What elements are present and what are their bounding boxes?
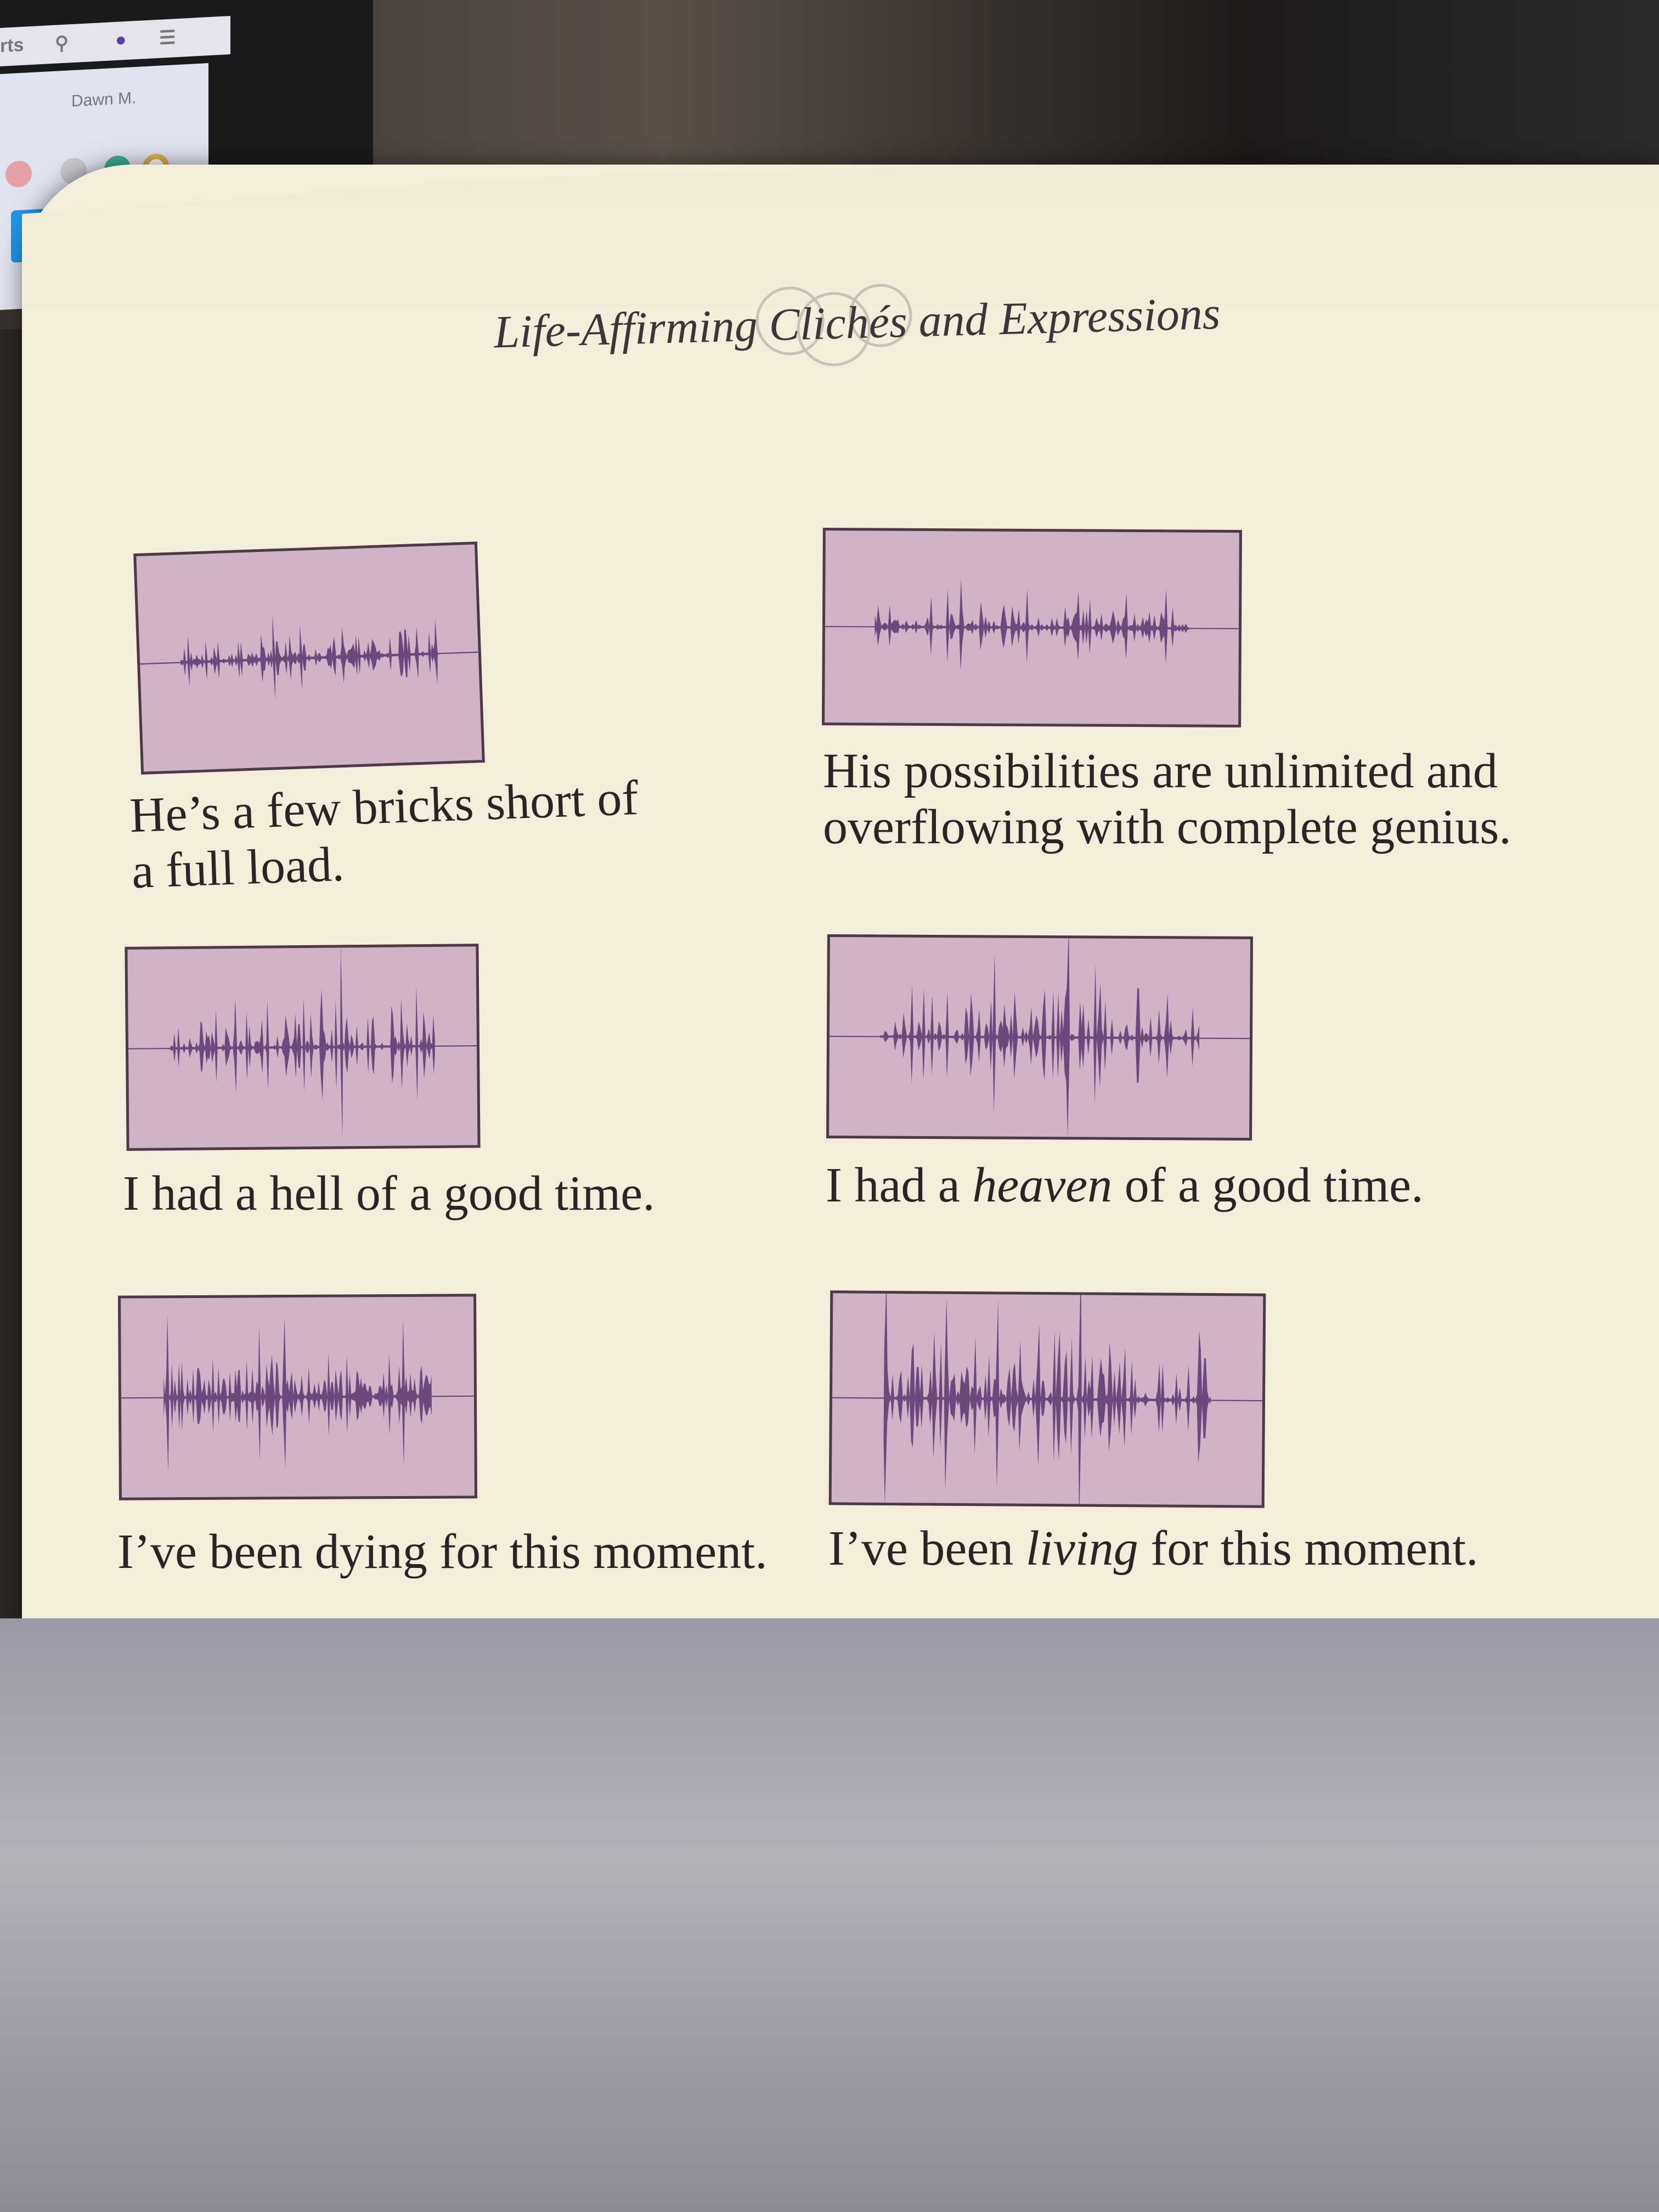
waveform-signal [874,579,1189,671]
laptop-toolbar: rts ⚲ ● ☰ [0,15,230,67]
caption-1: He’s a few bricks short of a full load. [129,770,641,900]
waveform-signal [170,946,435,1139]
ornament-icon [755,284,912,366]
caption-5: I’ve been dying for this moment. [117,1525,768,1579]
caption-4: I had a heaven of a good time. [826,1158,1424,1214]
waveform-6 [828,1290,1266,1508]
caption-2-line-1: His possibilities are unlimited and [823,744,1498,798]
caption-6-pre: I’ve been [828,1521,1026,1576]
tab-text: rts [0,34,24,57]
waveform-signal [163,1314,432,1473]
caption-2-line-2: overflowing with complete genius. [823,800,1511,854]
caption-6-emphasis: living [1025,1521,1138,1576]
waveform-3 [125,944,481,1151]
angel-statue-photo [0,1618,1659,2212]
caption-4-emphasis: heaven [972,1158,1113,1212]
caption-6-post: for this moment. [1138,1521,1479,1576]
waveform-1 [133,541,485,775]
caption-3: I had a hell of a good time. [123,1166,655,1221]
caption-2: His possibilities are unlimited and over… [823,743,1511,855]
caption-6: I’ve been living for this moment. [828,1521,1479,1577]
waveform-signal [180,614,438,700]
waveform-signal [883,1293,1211,1505]
user-name: Dawn M. [71,88,137,111]
status-icon [5,160,32,188]
waveform-4 [826,934,1253,1141]
search-icon: ⚲ [55,32,69,54]
caption-4-post: of a good time. [1112,1158,1424,1212]
menu-icon: ☰ [159,27,176,49]
avatar-icon: ● [115,29,127,50]
waveform-2 [822,528,1242,727]
waveform-signal [879,936,1200,1138]
waveform-5 [118,1294,477,1500]
caption-4-pre: I had a [826,1158,973,1212]
